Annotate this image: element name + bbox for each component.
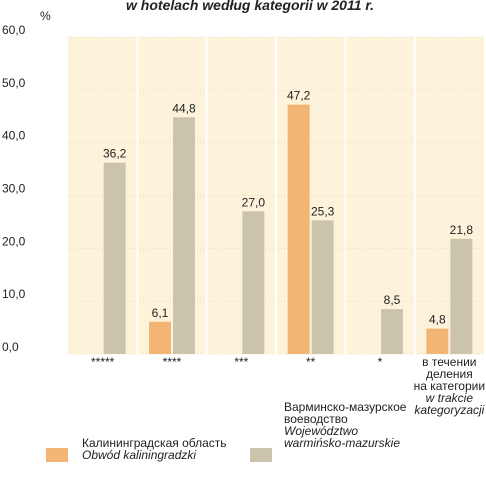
data-label: 47,2 bbox=[287, 89, 311, 103]
data-label: 8,5 bbox=[384, 293, 401, 307]
bar bbox=[149, 321, 171, 354]
chart-title: w hotelach według kategorii w 2011 r. bbox=[126, 0, 374, 13]
legend-label: Варминско-мазурское воеводство Województwo… bbox=[284, 400, 407, 450]
bar bbox=[287, 104, 310, 354]
y-tick-label: 20,0 bbox=[2, 234, 26, 248]
x-tick-label: в течении деления на категории w trakcie kat… bbox=[414, 355, 485, 417]
data-label: 27,0 bbox=[242, 195, 266, 209]
legend-swatch bbox=[46, 448, 68, 462]
bar bbox=[173, 117, 195, 354]
bar bbox=[103, 162, 126, 354]
x-tick-label: ***** bbox=[91, 355, 115, 369]
data-label: 21,8 bbox=[450, 223, 474, 237]
x-tick-label: ** bbox=[306, 355, 316, 369]
y-tick-label: 10,0 bbox=[2, 287, 26, 301]
bar bbox=[311, 220, 334, 354]
y-tick-label: 50,0 bbox=[2, 76, 26, 90]
data-label: 36,2 bbox=[103, 147, 127, 161]
data-label: 25,3 bbox=[311, 204, 335, 218]
y-tick-label: 0,0 bbox=[2, 340, 19, 354]
x-tick-label: * bbox=[378, 355, 383, 369]
bar bbox=[426, 328, 449, 354]
data-label: 4,8 bbox=[429, 313, 446, 327]
data-label: 44,8 bbox=[172, 101, 196, 115]
bar bbox=[242, 211, 265, 354]
x-tick-label: **** bbox=[163, 355, 182, 369]
y-axis-label: % bbox=[40, 9, 51, 23]
legend-label: Калининградская область Obwód kaliningrad… bbox=[82, 436, 227, 462]
y-tick-label: 60,0 bbox=[2, 23, 26, 37]
data-label: 6,1 bbox=[152, 306, 169, 320]
legend-swatch bbox=[250, 448, 272, 462]
x-tick-label: *** bbox=[234, 355, 248, 369]
bar bbox=[450, 238, 473, 354]
y-tick-label: 30,0 bbox=[2, 182, 26, 196]
y-tick-label: 40,0 bbox=[2, 129, 26, 143]
bar bbox=[381, 309, 403, 354]
